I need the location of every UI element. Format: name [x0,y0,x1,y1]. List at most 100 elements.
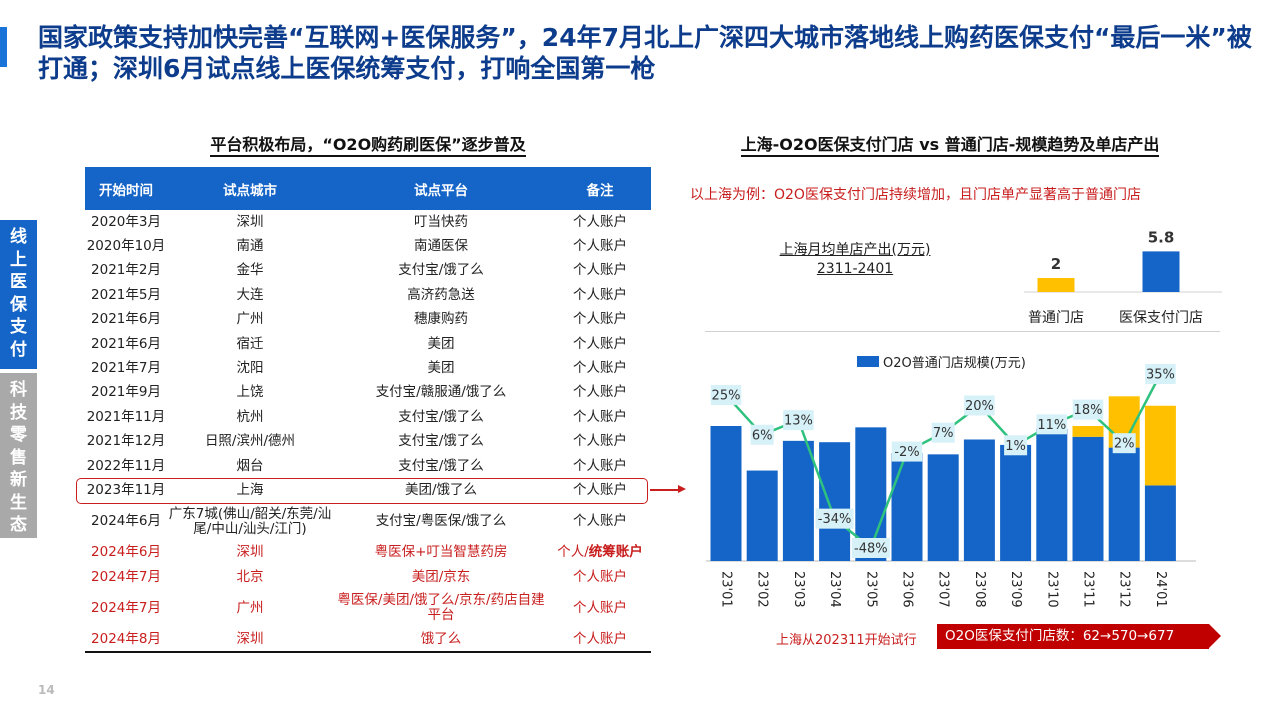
column-header-platform: 试点平台 [333,167,549,210]
growth-label: 11% [1037,418,1066,433]
panel-divider [705,331,1220,332]
cell-platform: 粤医保+叮当智慧药房 [374,544,508,561]
cell-platform: 美团/京东 [411,568,471,585]
side-tab-char: 保 [10,294,27,315]
cell-city: 烟台 [236,457,264,474]
output-per-store-label-period: 2311-2401 [816,261,894,277]
side-tab-char: 科 [10,380,27,400]
cell-note: 个人账户 [573,568,627,585]
x-tick-label: 23'05 [863,571,878,608]
chart-legend: O2O普通门店规模(万元) [857,352,1026,371]
cell-note: 个人账户 [573,286,627,303]
cell-date: 2024年6月 [91,544,161,561]
side-tab-online-medical-insurance[interactable]: 线上医保支付 [0,220,37,369]
bar-o2o-normal-store [927,454,959,561]
bar-o2o-normal-store [819,442,851,561]
growth-label-bg [931,422,955,443]
growth-label-bg [1036,414,1068,435]
side-tab-tech-retail[interactable]: 科技零售新生态 [0,373,37,538]
side-tab-char: 支 [10,317,27,337]
output-per-store-label-title: 上海月均单店产出(万元) [779,242,931,258]
cell-note: 个人账户 [573,408,627,425]
cell-city: 广州 [236,599,264,616]
side-tab-char: 态 [10,515,27,535]
cell-city: 上海 [236,481,264,498]
table-row: 2020年3月 深圳 叮当快药 个人账户 [85,210,651,234]
x-tick-label: 23'08 [972,571,987,608]
growth-label-bg [1004,435,1028,456]
growth-label: -48% [854,542,888,557]
cell-note: 个人账户 [573,238,627,255]
table-row: 2024年6月 深圳 粤医保+叮当智慧药房 个人/统筹账户 [85,541,651,565]
cell-note: 个人账户 [573,213,627,230]
title-accent-bar [0,27,7,67]
x-tick-label: 24'01 [1153,571,1168,608]
growth-label-bg [964,395,995,416]
cell-date: 2021年5月 [91,286,161,303]
cell-date: 2021年2月 [91,262,161,279]
x-tick-label: 23'02 [755,571,770,608]
cell-city: 广东7城(佛山/韶关/东莞/汕尾/中山/汕头/江门) [168,505,332,537]
growth-label-bg [891,441,923,462]
cell-city: 金华 [236,262,264,279]
table-row: 2020年10月 南通 南通医保 个人账户 [85,234,651,258]
cell-date: 2021年12月 [86,433,166,450]
growth-label-bg [1145,364,1176,384]
side-tab-char: 线 [10,227,27,247]
mini-bar-category-label: 医保支付门店 [1119,310,1203,326]
cell-date: 2022年11月 [86,457,166,474]
growth-label: 7% [933,426,954,441]
pilot-table: 开始时间 试点城市 试点平台 备注 2020年3月 深圳 叮当快药 个人账户 2020年… [85,167,651,653]
page-title: 国家政策支持加快完善“互联网+医保服务”，24年7月北上广深四大城市落地线上购药… [38,23,1252,83]
table-row: 2024年6月 广东7城(佛山/韶关/东莞/汕尾/中山/汕头/江门) 支付宝/粤医保… [85,503,651,541]
growth-label: -34% [818,512,852,527]
cell-date: 2024年8月 [85,627,167,653]
table-row: 2021年7月 沈阳 美团 个人账户 [85,356,651,380]
table-row: 2021年11月 杭州 支付宝/饿了么 个人账户 [85,405,651,429]
cell-date: 2021年6月 [91,311,161,328]
bar-medical-insurance-store [1144,405,1176,486]
shanghai-row-highlight [76,478,648,504]
right-panel-title: 上海-O2O医保支付门店 vs 普通门店-规模趋势及单店产出 [700,131,1200,157]
x-tick-label: 23'12 [1117,571,1132,608]
growth-label-bg [783,410,814,431]
cell-platform: 饿了么 [333,627,549,653]
table-row: 2024年7月 广州 粤医保/美团/饿了么/京东/药店自建平台 个人账户 [85,589,651,627]
cell-note: 个人账户 [573,360,627,377]
bar-o2o-normal-store [1036,428,1068,561]
store-count-text: O2O医保支付门店数：62→570→677 [937,624,1209,649]
table-row: 2024年8月 深圳 饿了么 个人账户 [85,627,651,653]
cell-city: 上饶 [236,384,264,401]
x-tick-label: 23'11 [1081,571,1096,608]
table-row: 2021年12月 日照/滨州/德州 支付宝/饿了么 个人账户 [85,430,651,454]
cell-platform: 支付宝/粤医保/饿了么 [375,513,507,530]
table-row: 2021年6月 广州 穗康购药 个人账户 [85,308,651,332]
cell-city: 沈阳 [236,360,264,377]
table-header-row: 开始时间 试点城市 试点平台 备注 [85,167,651,210]
cell-date: 2020年3月 [91,213,161,230]
cell-note: 个人账户 [573,599,627,616]
output-per-store-label: 上海月均单店产出(万元) 2311-2401 [745,241,965,279]
x-tick-label: 23'03 [791,571,806,608]
table-row: 2023年11月 上海 美团/饿了么 个人账户 [85,478,651,502]
growth-label-bg [815,508,854,529]
side-tab-char: 医 [10,272,27,292]
cell-date: 2024年6月 [91,513,161,530]
cell-platform: 叮当快药 [414,213,468,230]
cell-city: 杭州 [236,408,264,425]
legend-label: O2O普通门店规模(万元) [883,356,1026,371]
cell-city: 深圳 [236,213,264,230]
cell-date: 2021年9月 [91,384,161,401]
cell-city: 北京 [236,568,264,585]
cell-city: 广州 [236,311,264,328]
cell-note: 个人/统筹账户 [549,541,651,565]
growth-label: 6% [752,428,773,443]
side-tab-char: 技 [10,402,27,423]
cell-platform: 高济药急送 [407,286,475,303]
bar-o2o-normal-store [1000,444,1032,561]
column-header-date: 开始时间 [85,167,167,210]
cell-city: 日照/滨州/德州 [204,433,296,450]
growth-label: -2% [894,445,919,460]
page-number: 14 [38,683,55,697]
